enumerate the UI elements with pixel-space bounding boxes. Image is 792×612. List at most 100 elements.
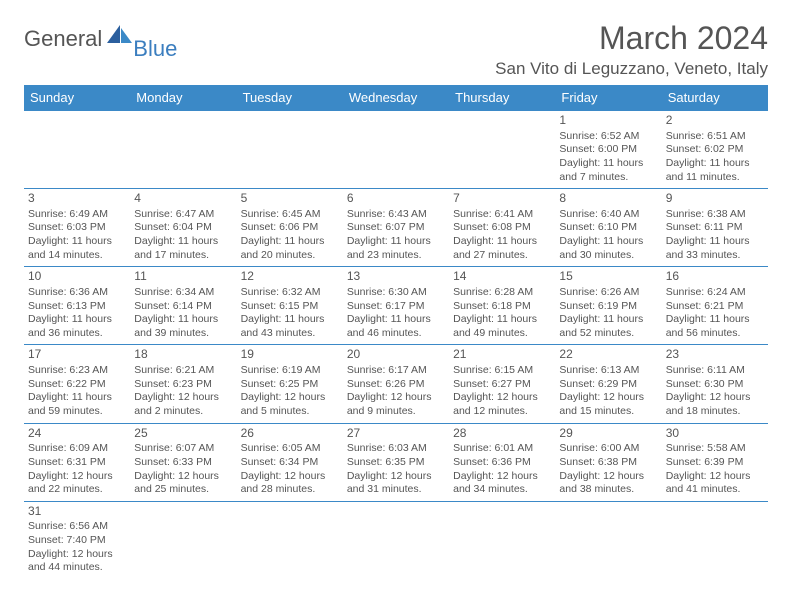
day-header: Thursday (449, 85, 555, 111)
day-header-row: SundayMondayTuesdayWednesdayThursdayFrid… (24, 85, 768, 111)
empty-cell (343, 111, 449, 189)
sunset-text: Sunset: 6:02 PM (666, 143, 764, 157)
calendar-row: 31Sunrise: 6:56 AMSunset: 7:40 PMDayligh… (24, 501, 768, 579)
calendar-cell: 15Sunrise: 6:26 AMSunset: 6:19 PMDayligh… (555, 267, 661, 345)
sunrise-text: Sunrise: 6:34 AM (134, 286, 232, 300)
daylight-text: Daylight: 12 hours and 41 minutes. (666, 470, 764, 497)
day-number: 27 (347, 426, 445, 442)
day-number: 5 (241, 191, 339, 207)
daylight-text: Daylight: 12 hours and 22 minutes. (28, 470, 126, 497)
month-title: March 2024 (495, 20, 768, 57)
day-number: 23 (666, 347, 764, 363)
day-header: Monday (130, 85, 236, 111)
sunrise-text: Sunrise: 6:23 AM (28, 364, 126, 378)
sunrise-text: Sunrise: 6:01 AM (453, 442, 551, 456)
sunset-text: Sunset: 6:38 PM (559, 456, 657, 470)
sunrise-text: Sunrise: 6:13 AM (559, 364, 657, 378)
calendar-cell: 9Sunrise: 6:38 AMSunset: 6:11 PMDaylight… (662, 189, 768, 267)
daylight-text: Daylight: 11 hours and 49 minutes. (453, 313, 551, 340)
sunrise-text: Sunrise: 6:03 AM (347, 442, 445, 456)
day-number: 21 (453, 347, 551, 363)
sunset-text: Sunset: 6:04 PM (134, 221, 232, 235)
calendar-cell: 2Sunrise: 6:51 AMSunset: 6:02 PMDaylight… (662, 111, 768, 189)
sunrise-text: Sunrise: 6:15 AM (453, 364, 551, 378)
sunset-text: Sunset: 6:29 PM (559, 378, 657, 392)
title-block: March 2024 San Vito di Leguzzano, Veneto… (495, 20, 768, 79)
day-number: 20 (347, 347, 445, 363)
brand-logo: General Blue (24, 26, 177, 52)
sunset-text: Sunset: 6:35 PM (347, 456, 445, 470)
sunset-text: Sunset: 6:18 PM (453, 300, 551, 314)
day-number: 25 (134, 426, 232, 442)
calendar-cell: 13Sunrise: 6:30 AMSunset: 6:17 PMDayligh… (343, 267, 449, 345)
calendar-row: 10Sunrise: 6:36 AMSunset: 6:13 PMDayligh… (24, 267, 768, 345)
sunrise-text: Sunrise: 6:32 AM (241, 286, 339, 300)
sunset-text: Sunset: 6:17 PM (347, 300, 445, 314)
sunset-text: Sunset: 6:15 PM (241, 300, 339, 314)
calendar-cell: 22Sunrise: 6:13 AMSunset: 6:29 PMDayligh… (555, 345, 661, 423)
daylight-text: Daylight: 12 hours and 15 minutes. (559, 391, 657, 418)
daylight-text: Daylight: 12 hours and 25 minutes. (134, 470, 232, 497)
brand-part1: General (24, 26, 102, 52)
day-number: 2 (666, 113, 764, 129)
sunset-text: Sunset: 7:40 PM (28, 534, 126, 548)
sunrise-text: Sunrise: 6:11 AM (666, 364, 764, 378)
day-number: 22 (559, 347, 657, 363)
daylight-text: Daylight: 11 hours and 23 minutes. (347, 235, 445, 262)
sunset-text: Sunset: 6:21 PM (666, 300, 764, 314)
sunset-text: Sunset: 6:06 PM (241, 221, 339, 235)
day-number: 4 (134, 191, 232, 207)
day-number: 6 (347, 191, 445, 207)
sunrise-text: Sunrise: 6:56 AM (28, 520, 126, 534)
calendar-body: 1Sunrise: 6:52 AMSunset: 6:00 PMDaylight… (24, 111, 768, 579)
day-header: Tuesday (237, 85, 343, 111)
sunrise-text: Sunrise: 6:07 AM (134, 442, 232, 456)
sunrise-text: Sunrise: 6:41 AM (453, 208, 551, 222)
location-text: San Vito di Leguzzano, Veneto, Italy (495, 59, 768, 79)
calendar-cell: 27Sunrise: 6:03 AMSunset: 6:35 PMDayligh… (343, 423, 449, 501)
daylight-text: Daylight: 11 hours and 14 minutes. (28, 235, 126, 262)
daylight-text: Daylight: 12 hours and 5 minutes. (241, 391, 339, 418)
day-header: Wednesday (343, 85, 449, 111)
sunrise-text: Sunrise: 6:19 AM (241, 364, 339, 378)
day-header: Friday (555, 85, 661, 111)
sunset-text: Sunset: 6:14 PM (134, 300, 232, 314)
calendar-cell: 26Sunrise: 6:05 AMSunset: 6:34 PMDayligh… (237, 423, 343, 501)
calendar-cell: 28Sunrise: 6:01 AMSunset: 6:36 PMDayligh… (449, 423, 555, 501)
calendar-cell: 14Sunrise: 6:28 AMSunset: 6:18 PMDayligh… (449, 267, 555, 345)
day-number: 31 (28, 504, 126, 520)
sunset-text: Sunset: 6:03 PM (28, 221, 126, 235)
calendar-cell: 7Sunrise: 6:41 AMSunset: 6:08 PMDaylight… (449, 189, 555, 267)
daylight-text: Daylight: 12 hours and 18 minutes. (666, 391, 764, 418)
daylight-text: Daylight: 11 hours and 27 minutes. (453, 235, 551, 262)
calendar-cell: 25Sunrise: 6:07 AMSunset: 6:33 PMDayligh… (130, 423, 236, 501)
daylight-text: Daylight: 11 hours and 36 minutes. (28, 313, 126, 340)
calendar-cell: 11Sunrise: 6:34 AMSunset: 6:14 PMDayligh… (130, 267, 236, 345)
sunrise-text: Sunrise: 6:51 AM (666, 130, 764, 144)
sunset-text: Sunset: 6:33 PM (134, 456, 232, 470)
day-number: 30 (666, 426, 764, 442)
sunrise-text: Sunrise: 6:49 AM (28, 208, 126, 222)
calendar-row: 1Sunrise: 6:52 AMSunset: 6:00 PMDaylight… (24, 111, 768, 189)
calendar-cell: 6Sunrise: 6:43 AMSunset: 6:07 PMDaylight… (343, 189, 449, 267)
sunrise-text: Sunrise: 6:09 AM (28, 442, 126, 456)
sunrise-text: Sunrise: 6:00 AM (559, 442, 657, 456)
day-number: 12 (241, 269, 339, 285)
calendar-cell: 19Sunrise: 6:19 AMSunset: 6:25 PMDayligh… (237, 345, 343, 423)
calendar-cell: 18Sunrise: 6:21 AMSunset: 6:23 PMDayligh… (130, 345, 236, 423)
daylight-text: Daylight: 11 hours and 33 minutes. (666, 235, 764, 262)
sunrise-text: Sunrise: 6:38 AM (666, 208, 764, 222)
sunrise-text: Sunrise: 6:21 AM (134, 364, 232, 378)
calendar-cell: 10Sunrise: 6:36 AMSunset: 6:13 PMDayligh… (24, 267, 130, 345)
daylight-text: Daylight: 11 hours and 39 minutes. (134, 313, 232, 340)
day-number: 29 (559, 426, 657, 442)
daylight-text: Daylight: 11 hours and 11 minutes. (666, 157, 764, 184)
day-number: 10 (28, 269, 126, 285)
daylight-text: Daylight: 12 hours and 44 minutes. (28, 548, 126, 575)
calendar-cell: 30Sunrise: 5:58 AMSunset: 6:39 PMDayligh… (662, 423, 768, 501)
day-number: 14 (453, 269, 551, 285)
empty-cell (130, 501, 236, 579)
day-number: 15 (559, 269, 657, 285)
day-number: 16 (666, 269, 764, 285)
calendar-cell: 5Sunrise: 6:45 AMSunset: 6:06 PMDaylight… (237, 189, 343, 267)
